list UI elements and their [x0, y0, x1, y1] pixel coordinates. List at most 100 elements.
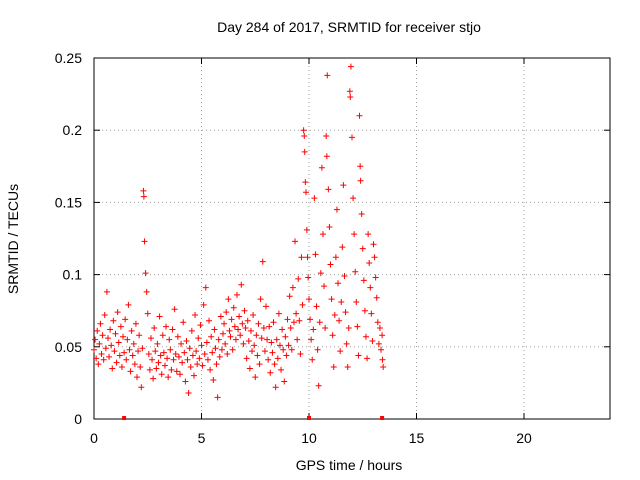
- data-point: [164, 355, 171, 362]
- data-point: [95, 361, 102, 368]
- data-point: [139, 345, 146, 352]
- data-point: [283, 352, 290, 359]
- data-point: [147, 335, 154, 342]
- x-tick-label: 15: [409, 430, 425, 446]
- data-point: [153, 365, 160, 372]
- data-point: [380, 364, 387, 371]
- data-point: [352, 268, 359, 275]
- data-point: [135, 348, 142, 355]
- data-point: [140, 187, 147, 194]
- data-point: [112, 330, 119, 337]
- data-point: [327, 261, 334, 268]
- data-point: [360, 277, 367, 284]
- data-point: [174, 333, 181, 340]
- data-point: [123, 356, 130, 363]
- data-point: [268, 339, 275, 346]
- data-point: [319, 231, 326, 238]
- data-point: [240, 340, 247, 347]
- data-point: [198, 342, 205, 349]
- data-point: [109, 365, 116, 372]
- data-point: [145, 351, 152, 358]
- data-point: [203, 339, 210, 346]
- data-point: [160, 349, 167, 356]
- data-point: [126, 346, 133, 353]
- data-point: [330, 364, 337, 371]
- data-point: [108, 342, 115, 349]
- data-point: [228, 316, 235, 323]
- data-point: [118, 364, 125, 371]
- data-point: [157, 352, 164, 359]
- data-point: [335, 280, 342, 287]
- data-point: [232, 336, 239, 343]
- data-point: [272, 384, 279, 391]
- data-point: [307, 316, 314, 323]
- data-point: [245, 338, 252, 345]
- data-point: [323, 132, 330, 139]
- data-point: [315, 382, 322, 389]
- data-point: [373, 294, 380, 301]
- data-point: [281, 378, 288, 385]
- data-point: [287, 325, 294, 332]
- x-tick-label: 20: [516, 430, 532, 446]
- data-point: [302, 189, 309, 196]
- data-point: [100, 356, 107, 363]
- data-point: [214, 394, 221, 401]
- y-tick-label: 0.05: [55, 339, 82, 355]
- data-point: [346, 88, 353, 95]
- data-point: [227, 333, 234, 340]
- data-point: [341, 273, 348, 280]
- data-point: [146, 366, 153, 373]
- x-tick-label: 5: [198, 430, 206, 446]
- data-point: [225, 296, 232, 303]
- data-point: [127, 368, 134, 375]
- data-point: [258, 335, 265, 342]
- data-point: [183, 338, 190, 345]
- data-point: [180, 319, 187, 326]
- data-point: [295, 275, 302, 282]
- data-point: [223, 309, 230, 316]
- data-point: [296, 317, 303, 324]
- data-point: [156, 313, 163, 320]
- data-point: [321, 283, 328, 290]
- data-point: [230, 304, 237, 311]
- data-point: [252, 374, 259, 381]
- data-point: [366, 260, 373, 267]
- data-point: [322, 325, 329, 332]
- data-point: [351, 231, 358, 238]
- data-point: [328, 296, 335, 303]
- data-point: [261, 348, 268, 355]
- data-point: [129, 352, 136, 359]
- chart-title: Day 284 of 2017, SRMTID for receiver stj…: [217, 19, 481, 35]
- data-point: [111, 348, 118, 355]
- data-point: [359, 245, 366, 252]
- data-point: [368, 310, 375, 317]
- data-point: [154, 340, 161, 347]
- data-point: [271, 361, 278, 368]
- data-point: [110, 317, 117, 324]
- data-point: [165, 374, 172, 381]
- data-point: [97, 320, 104, 327]
- data-point: [235, 326, 242, 333]
- data-point: [288, 346, 295, 353]
- data-point: [210, 377, 217, 384]
- y-tick-label: 0.15: [55, 194, 82, 210]
- data-point: [344, 364, 351, 371]
- data-point: [140, 193, 147, 200]
- data-point: [358, 210, 365, 217]
- data-point: [169, 326, 176, 333]
- data-point: [299, 301, 306, 308]
- data-point: [270, 319, 277, 326]
- data-point: [101, 312, 108, 319]
- data-point: [297, 351, 304, 358]
- data-point: [312, 251, 319, 258]
- data-point: [267, 369, 274, 376]
- data-point: [192, 312, 199, 319]
- data-point: [184, 356, 191, 363]
- data-point: [370, 241, 377, 248]
- data-point: [102, 345, 109, 352]
- data-point: [244, 317, 251, 324]
- data-point: [150, 375, 157, 382]
- data-point: [161, 362, 168, 369]
- data-point: [305, 274, 312, 281]
- data-point: [253, 332, 260, 339]
